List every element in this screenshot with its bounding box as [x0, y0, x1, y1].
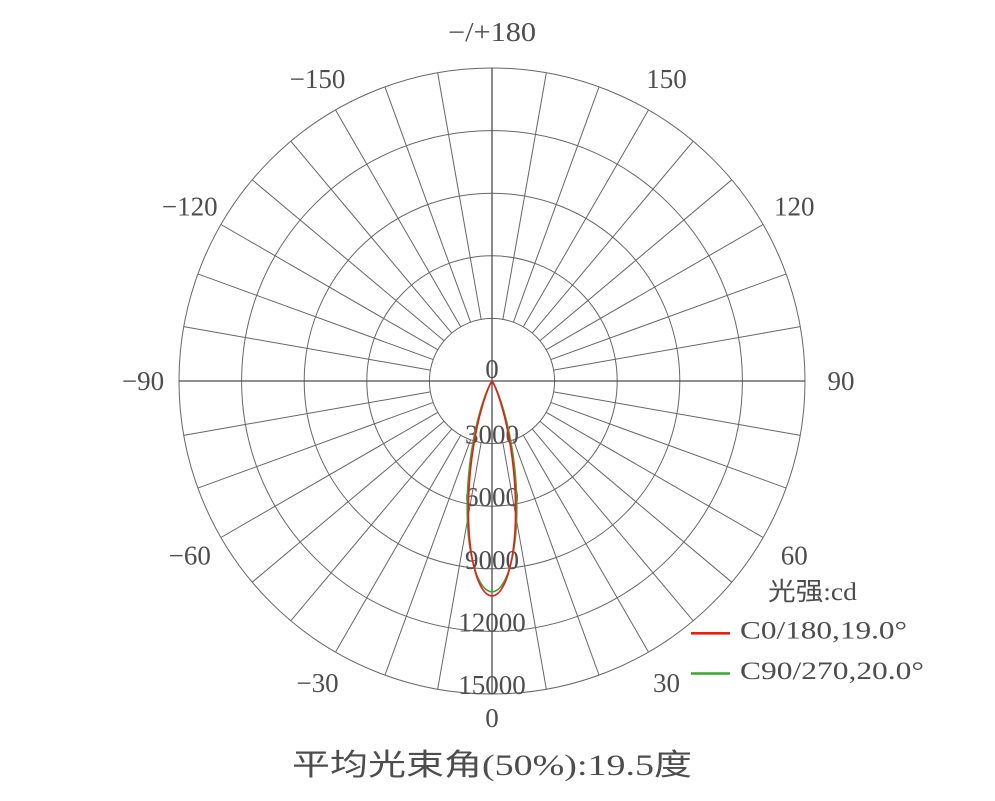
svg-text:−/+180: −/+180 — [448, 17, 536, 47]
svg-text:120: 120 — [774, 192, 815, 222]
svg-text:60: 60 — [781, 541, 808, 571]
svg-text:C90/270,20.0°: C90/270,20.0° — [740, 658, 924, 685]
svg-text:0: 0 — [485, 354, 499, 384]
svg-text:光强:cd: 光强:cd — [768, 578, 858, 606]
svg-text:30: 30 — [653, 668, 680, 698]
svg-text:−90: −90 — [122, 366, 164, 396]
svg-text:−30: −30 — [296, 668, 338, 698]
svg-text:平均光束角(50%):19.5度: 平均光束角(50%):19.5度 — [292, 749, 692, 782]
svg-text:12000: 12000 — [458, 607, 526, 637]
svg-text:15000: 15000 — [458, 670, 526, 700]
svg-text:−120: −120 — [162, 192, 218, 222]
svg-text:−60: −60 — [169, 541, 211, 571]
svg-text:0: 0 — [485, 703, 499, 733]
svg-text:C0/180,19.0°: C0/180,19.0° — [740, 618, 907, 645]
svg-text:150: 150 — [646, 64, 687, 94]
svg-text:−150: −150 — [290, 64, 346, 94]
svg-text:6000: 6000 — [465, 482, 519, 512]
svg-text:90: 90 — [828, 366, 855, 396]
